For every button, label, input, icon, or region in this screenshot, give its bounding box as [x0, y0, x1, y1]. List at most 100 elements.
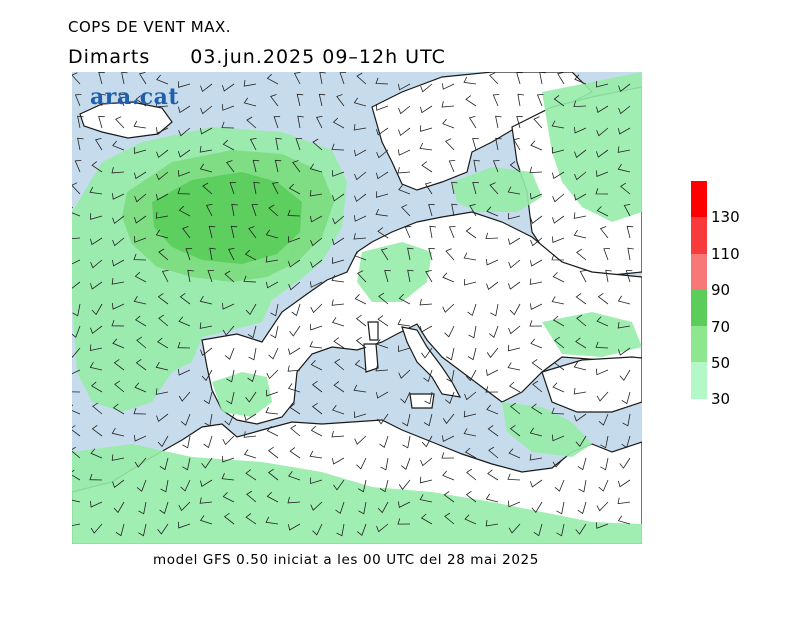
- wind-barb: [468, 116, 477, 129]
- wind-barb: [619, 457, 631, 469]
- wind-barb: [358, 501, 367, 515]
- legend-label-50: 50: [711, 354, 731, 372]
- wind-barb: [231, 203, 238, 217]
- wind-barb: [574, 74, 587, 85]
- wind-barb: [445, 138, 455, 151]
- wind-barb: [112, 237, 125, 247]
- wind-barb: [91, 303, 103, 316]
- wind-barb: [315, 116, 323, 129]
- wind-barb: [425, 270, 433, 283]
- wind-barb: [398, 127, 411, 137]
- wind-barb: [354, 250, 367, 261]
- wind-barb: [180, 413, 191, 426]
- wind-barb: [222, 325, 235, 336]
- wind-barb: [532, 380, 543, 393]
- wind-barb: [487, 469, 499, 481]
- wind-barb: [310, 360, 323, 371]
- wind-barb: [270, 94, 279, 107]
- wind-barb: [309, 163, 323, 173]
- wind-barb: [112, 215, 125, 225]
- wind-barb: [134, 457, 147, 468]
- legend-label-30: 30: [711, 390, 731, 408]
- wind-barb: [355, 336, 367, 349]
- wind-barb: [596, 391, 609, 402]
- wind-barb: [384, 270, 391, 283]
- brand-logo[interactable]: ara.cat: [90, 84, 180, 110]
- wind-barb: [201, 369, 213, 382]
- wind-barb: [626, 225, 634, 239]
- wind-barb: [618, 83, 631, 92]
- wind-barb: [309, 190, 323, 197]
- wind-barb: [265, 516, 279, 525]
- wind-barb: [419, 494, 433, 503]
- wind-barb: [530, 259, 543, 267]
- chart-title: COPS DE VENT MAX.: [68, 18, 232, 36]
- wind-barb: [354, 215, 367, 222]
- wind-barb: [318, 93, 326, 107]
- wind-barb: [595, 188, 609, 195]
- wind-barb: [199, 322, 213, 329]
- wind-barb: [442, 118, 455, 129]
- wind-barb: [530, 237, 543, 247]
- wind-barb: [336, 523, 345, 537]
- land-sardinia: [363, 343, 379, 373]
- wind-barb: [311, 402, 323, 415]
- wind-barb: [466, 468, 477, 481]
- wind-barb: [397, 318, 411, 327]
- wind-barb: [622, 413, 631, 427]
- wind-barb: [222, 83, 235, 92]
- wind-barb: [400, 457, 411, 470]
- wind-barb: [182, 226, 191, 239]
- wind-barb: [516, 115, 523, 129]
- wind-barb: [529, 278, 543, 285]
- wind-barb: [508, 281, 521, 290]
- wind-barb: [627, 247, 634, 261]
- wind-barb: [331, 274, 345, 283]
- wind-barb: [224, 270, 235, 283]
- wind-barb: [596, 105, 609, 114]
- wind-barb: [89, 473, 103, 481]
- wind-barb: [266, 73, 279, 85]
- wind-barb: [310, 215, 323, 223]
- wind-barb: [420, 513, 433, 525]
- wind-barb: [620, 182, 631, 195]
- wind-barb: [377, 413, 389, 425]
- wind-barb: [398, 293, 411, 305]
- wind-barb: [404, 226, 412, 239]
- wind-barb: [377, 227, 389, 239]
- wind-barb: [246, 116, 257, 129]
- wind-barb: [247, 325, 257, 339]
- wind-barb: [508, 325, 521, 335]
- valid-time: Dimarts 03.jun.2025 09–12h UTC: [68, 46, 486, 68]
- wind-barb: [113, 359, 125, 371]
- wind-barb: [224, 347, 235, 360]
- wind-barb: [178, 205, 191, 217]
- wind-barbs: [72, 72, 634, 537]
- wind-barb: [552, 434, 565, 442]
- wind-barb: [618, 105, 631, 115]
- wind-barb: [90, 237, 103, 246]
- wind-barb: [517, 93, 524, 107]
- wind-barb: [74, 160, 82, 173]
- wind-barb: [398, 369, 411, 379]
- wind-barb: [446, 369, 455, 383]
- wind-barb: [289, 325, 301, 337]
- wind-barb: [111, 427, 125, 437]
- wind-barb: [595, 80, 609, 88]
- wind-barb: [159, 457, 169, 471]
- wind-barb: [551, 254, 565, 261]
- wind-barb: [596, 501, 609, 512]
- wind-barb: [552, 236, 565, 243]
- wind-barb: [89, 186, 103, 195]
- datetime-label: 03.jun.2025 09–12h UTC: [190, 46, 446, 68]
- wind-barb: [354, 294, 367, 305]
- wind-barb: [428, 247, 435, 261]
- wind-barb: [310, 281, 323, 288]
- wind-barb: [208, 225, 216, 239]
- wind-barb: [178, 368, 191, 376]
- wind-barb: [136, 336, 147, 349]
- wind-barb: [489, 182, 499, 195]
- wind-barb: [465, 490, 477, 503]
- wind-barb: [401, 204, 411, 217]
- wind-barb: [486, 206, 499, 217]
